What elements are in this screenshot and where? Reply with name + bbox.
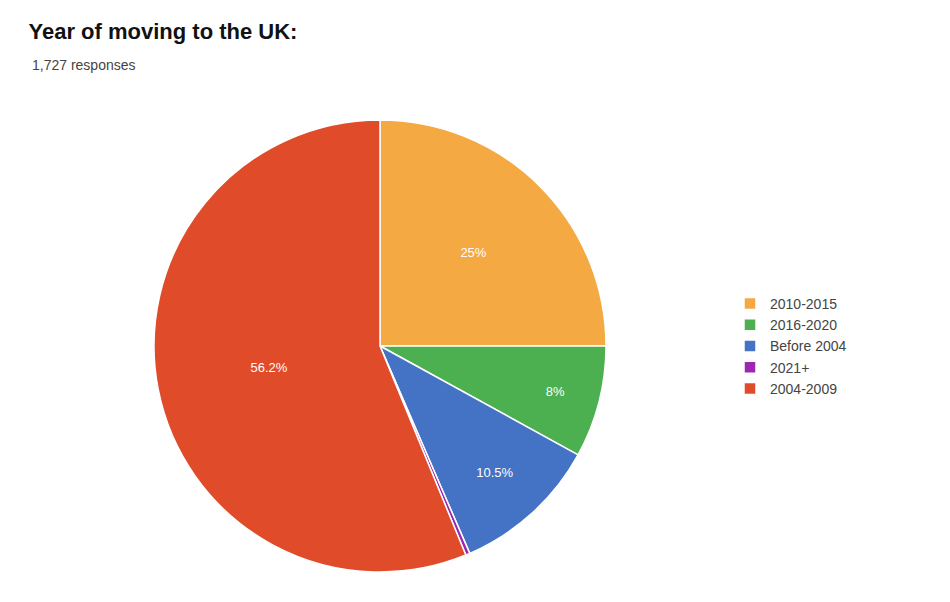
svg-text:2010-2015: 2010-2015 (770, 296, 837, 312)
svg-text:2016-2020: 2016-2020 (770, 317, 837, 333)
svg-text:Before 2004: Before 2004 (770, 338, 846, 354)
svg-text:2021+: 2021+ (770, 360, 809, 376)
svg-text:Year of moving to the UK:: Year of moving to the UK: (29, 19, 298, 44)
svg-text:2004-2009: 2004-2009 (770, 381, 837, 397)
svg-text:8%: 8% (546, 384, 565, 399)
svg-text:10.5%: 10.5% (476, 465, 513, 480)
svg-text:25%: 25% (460, 245, 486, 260)
svg-text:56.2%: 56.2% (250, 360, 287, 375)
svg-text:1,727 responses: 1,727 responses (32, 57, 136, 73)
